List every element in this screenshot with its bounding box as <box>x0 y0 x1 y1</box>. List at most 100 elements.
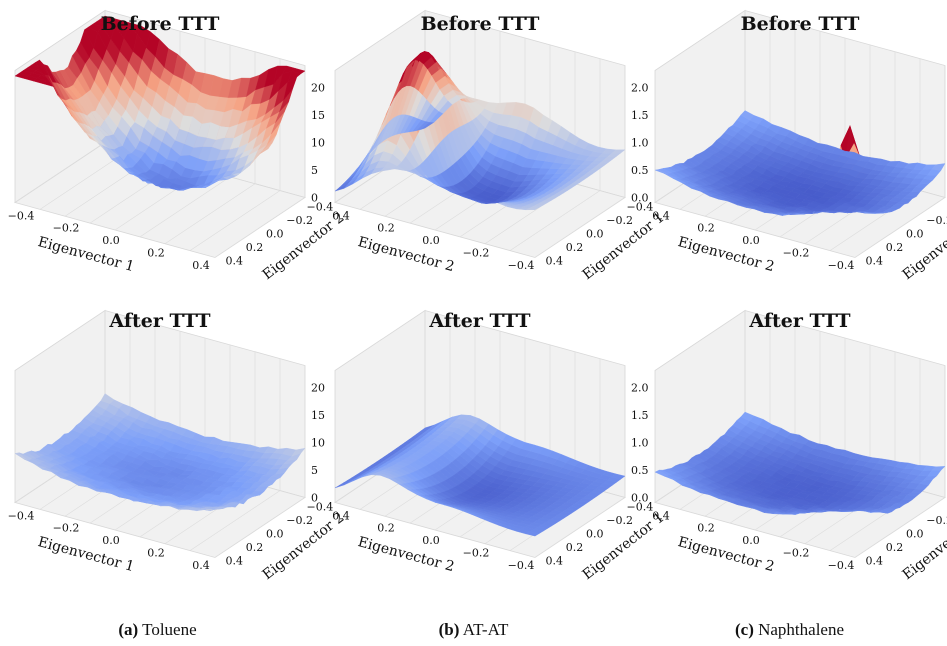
caption-a-label: (a) <box>118 620 139 639</box>
x-axis-label: Eigenvector 2 <box>676 534 776 575</box>
z-tick-label: 20 <box>311 82 325 95</box>
z-tick-label: 10 <box>311 137 325 150</box>
x-tick-label: 0.0 <box>742 534 760 547</box>
y-tick-label: 0.0 <box>586 528 604 541</box>
x-tick-label: 0.4 <box>192 559 210 572</box>
surface-cell <box>931 163 946 171</box>
y-tick-label: −0.2 <box>606 214 633 227</box>
x-tick-label: −0.2 <box>783 546 810 559</box>
y-tick-label: 0.2 <box>246 241 264 254</box>
z-tick-label: 0.0 <box>631 192 649 205</box>
y-tick-label: 0.0 <box>266 228 284 241</box>
x-tick-label: 0.2 <box>697 522 715 535</box>
z-tick-label: 10 <box>311 437 325 450</box>
x-tick-label: 0.0 <box>742 234 760 247</box>
surface-panel-3: Before TTT0510152025Energy (eV)0.40.20.0… <box>652 9 947 283</box>
z-tick-label: 0 <box>311 492 318 505</box>
panel-title: After TTT <box>108 310 210 332</box>
z-tick-label: 0.5 <box>631 464 649 477</box>
x-tick-label: −0.2 <box>53 222 80 235</box>
y-tick-label: −0.2 <box>926 214 947 227</box>
panel-title: Before TTT <box>101 13 220 35</box>
x-tick-label: 0.2 <box>147 546 165 559</box>
caption-b: (b) AT-AT <box>316 620 631 640</box>
z-tick-label: 5 <box>311 164 318 177</box>
x-tick-label: −0.2 <box>463 246 490 259</box>
caption-b-label: (b) <box>438 620 460 639</box>
z-tick-label: 15 <box>311 409 325 422</box>
x-tick-label: −0.4 <box>828 259 855 272</box>
x-axis-label: Eigenvector 1 <box>36 534 136 575</box>
surface-panel-6: After TTT0510152025Energy (eV)0.40.20.0−… <box>652 309 947 583</box>
caption-c-label: (c) <box>734 620 754 639</box>
x-axis-label: Eigenvector 2 <box>356 534 456 575</box>
x-tick-label: −0.4 <box>8 209 35 222</box>
y-tick-label: −0.2 <box>926 514 947 527</box>
y-tick-label: 0.4 <box>226 555 244 568</box>
grid-line <box>164 183 256 244</box>
caption-a-text: Toluene <box>142 620 197 639</box>
panel-title: After TTT <box>428 310 530 332</box>
grid-line <box>139 176 231 238</box>
y-tick-label: 0.2 <box>886 241 904 254</box>
grid-line <box>14 142 106 203</box>
y-tick-label: 0.2 <box>566 541 584 554</box>
x-tick-label: −0.2 <box>783 246 810 259</box>
y-tick-label: −0.2 <box>286 214 313 227</box>
panel-title: Before TTT <box>421 13 540 35</box>
grid-line <box>854 497 946 558</box>
grid-line <box>854 197 946 258</box>
y-tick-label: 0.4 <box>546 255 564 268</box>
z-tick-label: 20 <box>311 382 325 395</box>
surface-cell <box>291 68 306 74</box>
surface-cell <box>931 466 946 471</box>
x-axis-label: Eigenvector 1 <box>36 234 136 275</box>
grid-line <box>189 490 281 551</box>
x-axis-label: Eigenvector 2 <box>676 234 776 275</box>
surface-panel-1: Before TTT05101520Energy (eV)−0.4−0.20.0… <box>8 9 351 283</box>
z-tick-label: 15 <box>311 109 325 122</box>
x-tick-label: 0.2 <box>377 222 395 235</box>
z-tick-label: 1.5 <box>631 409 649 422</box>
z-tick-label: 0 <box>311 192 318 205</box>
y-tick-label: 0.0 <box>266 528 284 541</box>
z-tick-label: 2.0 <box>631 382 649 395</box>
x-tick-label: 0.2 <box>147 246 165 259</box>
z-tick-label: 1.0 <box>631 137 649 150</box>
z-tick-label: 5 <box>311 464 318 477</box>
y-tick-label: −0.4 <box>627 501 654 514</box>
x-tick-label: 0.2 <box>377 522 395 535</box>
x-tick-label: 0.4 <box>652 509 670 522</box>
x-axis-label: Eigenvector 2 <box>356 234 456 275</box>
grid-line <box>534 197 626 258</box>
surface-cell <box>611 149 626 154</box>
y-tick-label: 0.4 <box>226 255 244 268</box>
x-tick-label: −0.4 <box>508 559 535 572</box>
surface-panel-4: After TTT05101520Energy (eV)−0.4−0.20.00… <box>8 309 351 583</box>
y-tick-label: 0.2 <box>566 241 584 254</box>
grid-line <box>534 497 626 558</box>
x-tick-label: −0.2 <box>463 546 490 559</box>
y-tick-label: 0.2 <box>886 541 904 554</box>
caption-c: (c) Naphthalene <box>632 620 947 640</box>
x-tick-label: 0.0 <box>102 234 120 247</box>
caption-b-text: AT-AT <box>462 620 509 639</box>
x-tick-label: 0.2 <box>697 222 715 235</box>
surface-cell <box>291 447 306 457</box>
caption-c-text: Naphthalene <box>758 620 845 639</box>
y-tick-label: 0.0 <box>906 528 924 541</box>
y-tick-label: 0.4 <box>866 555 884 568</box>
y-tick-label: −0.2 <box>286 514 313 527</box>
caption-a: (a) Toluene <box>0 620 315 640</box>
z-tick-label: 2.0 <box>631 82 649 95</box>
y-tick-label: −0.4 <box>307 201 334 214</box>
x-tick-label: 0.4 <box>192 259 210 272</box>
surface-cell <box>611 473 626 480</box>
x-tick-label: 0.0 <box>422 534 440 547</box>
z-tick-label: 0.0 <box>631 492 649 505</box>
panel-title: Before TTT <box>741 13 860 35</box>
x-tick-label: −0.4 <box>8 509 35 522</box>
